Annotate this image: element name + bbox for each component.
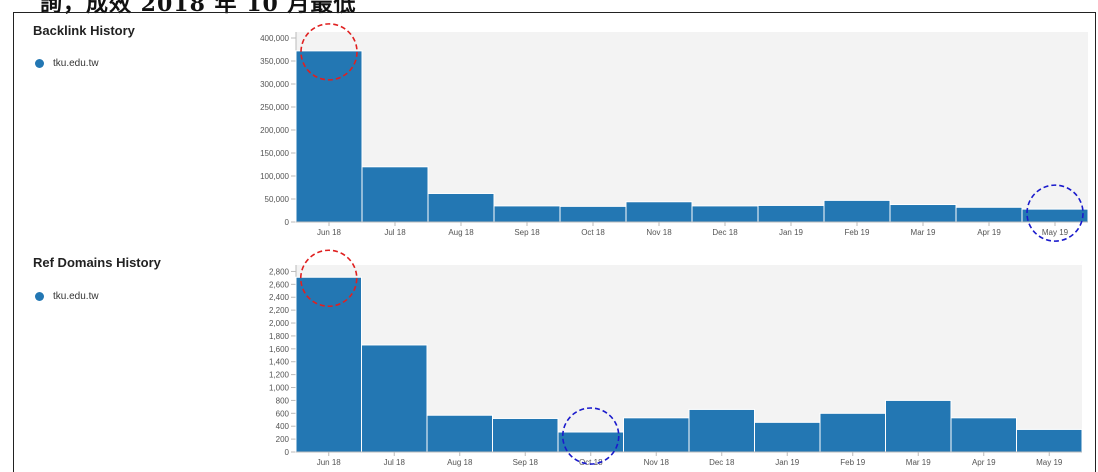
x-tick-label: May 19 xyxy=(1036,458,1063,467)
bar-jan-19[interactable] xyxy=(754,421,821,453)
y-tick-label: 2,800 xyxy=(269,267,290,276)
bar-sep-18[interactable] xyxy=(492,417,559,453)
x-tick-label: Mar 19 xyxy=(906,458,931,467)
backlink-history-chart: 0 50,000 100,000 150,000 200,000 250,000 300,0… xyxy=(260,23,1089,242)
x-tick-label: Aug 18 xyxy=(448,228,474,237)
y-tick-label: 2,200 xyxy=(269,306,290,315)
x-tick-label: Aug 18 xyxy=(447,458,473,467)
x-tick-label: Sep 18 xyxy=(513,458,539,467)
bar-jul-18[interactable] xyxy=(361,166,429,223)
x-tick-label: Apr 19 xyxy=(977,228,1001,237)
x-tick-label: Nov 18 xyxy=(646,228,672,237)
x-tick-label: May 19 xyxy=(1042,228,1069,237)
x-tick-label: Jun 18 xyxy=(317,458,342,467)
y-tick-label: 400,000 xyxy=(260,34,289,43)
highlight-circle-blue xyxy=(1026,184,1084,242)
x-tick-label: Apr 19 xyxy=(972,458,996,467)
y-tick-label: 1,200 xyxy=(269,371,290,380)
y-tick-label: 0 xyxy=(285,448,290,457)
x-tick-label: Sep 18 xyxy=(514,228,540,237)
y-tick-label: 2,400 xyxy=(269,293,290,302)
x-tick-label: Oct 18 xyxy=(581,228,605,237)
x-tick-label: Feb 19 xyxy=(845,228,870,237)
backlink-history-title: Backlink History xyxy=(33,23,135,38)
y-tick-label: 250,000 xyxy=(260,103,289,112)
x-tick-label: Jun 18 xyxy=(317,228,342,237)
y-tick-label: 50,000 xyxy=(265,195,290,204)
x-tick-label: Nov 18 xyxy=(644,458,670,467)
bar-jun-18[interactable] xyxy=(295,50,363,223)
bar-dec-18[interactable] xyxy=(688,408,755,453)
y-tick-label: 1,600 xyxy=(269,345,290,354)
x-tick-label: Feb 19 xyxy=(840,458,865,467)
bar-apr-19[interactable] xyxy=(950,417,1017,453)
x-tick-label: Mar 19 xyxy=(911,228,936,237)
highlight-circle-blue xyxy=(561,407,620,465)
y-tick-label: 350,000 xyxy=(260,57,289,66)
y-tick-label: 2,600 xyxy=(269,280,290,289)
x-tick-label: Jan 19 xyxy=(775,458,800,467)
bar-aug-18[interactable] xyxy=(426,414,493,453)
y-tick-label: 200 xyxy=(276,435,290,444)
bar-feb-19[interactable] xyxy=(819,412,886,453)
y-tick-label: 300,000 xyxy=(260,80,289,89)
ref-domains-legend: tku.edu.tw xyxy=(35,291,99,302)
y-tick-label: 800 xyxy=(276,396,290,405)
x-tick-label: Jan 19 xyxy=(779,228,804,237)
x-tick-label: Jul 18 xyxy=(384,458,406,467)
bar-jun-18[interactable] xyxy=(295,276,362,453)
screenshot-frame xyxy=(13,12,1096,472)
backlink-legend: tku.edu.tw xyxy=(35,58,99,69)
x-tick-label: Jul 18 xyxy=(384,228,406,237)
y-tick-label: 100,000 xyxy=(260,172,289,181)
y-tick-label: 600 xyxy=(276,409,290,418)
y-tick-label: 400 xyxy=(276,422,290,431)
y-tick-label: 0 xyxy=(285,218,290,227)
y-tick-label: 1,400 xyxy=(269,358,290,367)
y-tick-label: 1,800 xyxy=(269,332,290,341)
backlink-legend-label: tku.edu.tw xyxy=(53,58,99,69)
bar-may-19[interactable] xyxy=(1016,428,1083,453)
legend-dot-icon xyxy=(35,59,44,68)
bar-mar-19[interactable] xyxy=(885,399,952,453)
bar-oct-18[interactable] xyxy=(557,431,624,453)
bar-nov-18[interactable] xyxy=(623,417,690,453)
x-tick-label: Oct 18 xyxy=(579,458,603,467)
ref-domains-legend-label: tku.edu.tw xyxy=(53,291,99,302)
y-tick-label: 150,000 xyxy=(260,149,289,158)
y-tick-label: 200,000 xyxy=(260,126,289,135)
x-tick-label: Dec 18 xyxy=(712,228,738,237)
legend-dot-icon xyxy=(35,292,44,301)
highlight-circle-red xyxy=(299,249,358,308)
highlight-circle-red xyxy=(300,23,358,81)
x-tick-label: Dec 18 xyxy=(709,458,735,467)
y-tick-label: 1,000 xyxy=(269,384,290,393)
y-tick-label: 2,000 xyxy=(269,319,290,328)
ref-domains-history-title: Ref Domains History xyxy=(33,255,161,270)
bar-jul-18[interactable] xyxy=(361,344,428,453)
